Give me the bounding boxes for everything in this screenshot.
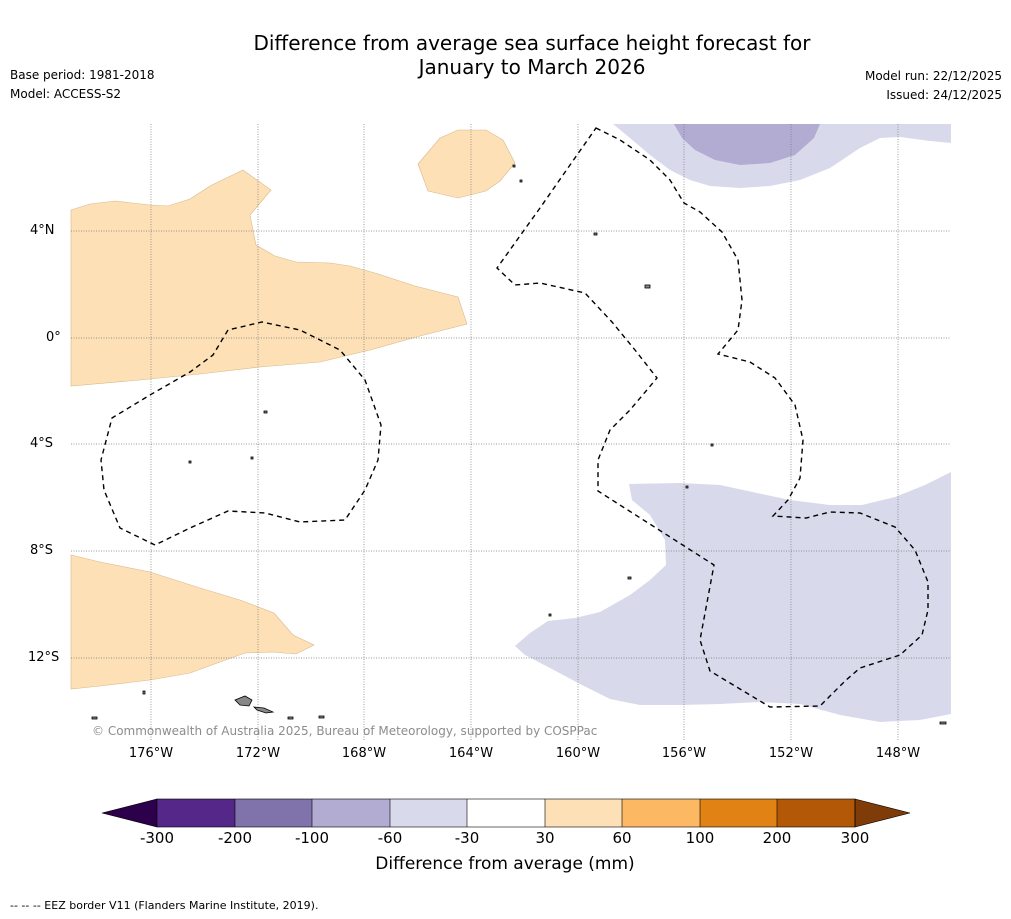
colorbar-tick-label: -300	[139, 829, 175, 847]
longitude-label: 160°W	[555, 746, 601, 761]
island	[91, 716, 98, 720]
colorbar-tick-label: 30	[535, 829, 555, 847]
colorbar-segment	[467, 799, 545, 827]
title-line-2: January to March 2026	[418, 55, 646, 79]
issued-date: Issued: 24/12/2025	[886, 88, 1002, 102]
title-line-1: Difference from average sea surface heig…	[253, 31, 811, 55]
colorbar-extend-low	[101, 798, 158, 828]
base-period: Base period: 1981-2018	[10, 68, 155, 82]
longitude-label: 168°W	[341, 746, 387, 761]
colorbar-segment	[777, 799, 855, 827]
colorbar-segment	[390, 799, 467, 827]
longitude-label: 148°W	[875, 746, 921, 761]
metadata-right: Model run: 22/12/2025 Issued: 24/12/2025	[865, 67, 1002, 105]
island	[710, 443, 714, 447]
island	[685, 485, 689, 489]
latitude-label: 8°S	[30, 543, 54, 558]
colorbar-tick-label: -30	[454, 829, 480, 847]
island	[593, 232, 598, 236]
island	[142, 690, 146, 695]
island	[939, 721, 947, 725]
negative-anomaly-region	[515, 472, 951, 722]
eez-border-tokelau	[100, 321, 382, 546]
colorbar-tick-label: 60	[612, 829, 632, 847]
colorbar-segment	[545, 799, 622, 827]
latitude-label: 4°N	[30, 223, 55, 238]
island	[548, 613, 552, 617]
colorbar-outline	[156, 798, 856, 828]
eez-borders	[100, 127, 929, 708]
island	[287, 716, 294, 720]
island	[263, 410, 268, 414]
longitude-label: 156°W	[661, 746, 707, 761]
colorbar-tick-label: -100	[294, 829, 330, 847]
island	[627, 576, 632, 580]
islands	[91, 164, 947, 725]
colorbar-label: Difference from average (mm)	[375, 854, 635, 874]
island-samoa-east	[252, 706, 275, 714]
longitude-label: 164°W	[448, 746, 494, 761]
colorbar-tick-label: 100	[685, 829, 715, 847]
eez-footnote: -- -- -- EEZ border V11 (Flanders Marine…	[10, 899, 319, 912]
colorbar-tick-label: 200	[762, 829, 792, 847]
colorbar-segment	[622, 799, 700, 827]
colorbar-segment	[700, 799, 777, 827]
colorbar-tick-label: -200	[217, 829, 253, 847]
model-run: Model run: 22/12/2025	[864, 69, 1002, 83]
colorbar-segment	[312, 799, 390, 827]
colorbar-segment	[235, 799, 312, 827]
island	[318, 715, 325, 719]
negative-anomaly-region	[674, 124, 820, 165]
island	[644, 284, 651, 289]
longitude-label: 152°W	[768, 746, 814, 761]
positive-anomaly-region	[417, 129, 516, 199]
latitude-label: 0°	[46, 330, 61, 345]
graticule	[71, 124, 951, 741]
colorbar	[101, 798, 911, 828]
island	[250, 456, 254, 460]
longitude-label: 172°W	[235, 746, 281, 761]
colorbar-tick-label: -60	[377, 829, 403, 847]
island	[188, 460, 192, 464]
positive-anomaly-region	[70, 554, 315, 690]
colorbar-tick-label: 300	[840, 829, 870, 847]
latitude-label: 12°S	[28, 650, 60, 665]
model-name: Model: ACCESS-S2	[10, 87, 122, 101]
anomaly-shading	[70, 124, 951, 722]
colorbar-extend-high	[854, 798, 911, 828]
island-samoa	[234, 695, 253, 707]
island	[519, 179, 523, 183]
copyright-notice: © Commonwealth of Australia 2025, Bureau…	[92, 724, 598, 738]
island	[512, 164, 516, 168]
longitude-label: 176°W	[128, 746, 174, 761]
eez-border-kiribati	[496, 127, 929, 708]
positive-anomaly-region	[70, 169, 468, 387]
map-title: Difference from average sea surface heig…	[200, 31, 864, 79]
metadata-left: Base period: 1981-2018 Model: ACCESS-S2	[10, 66, 155, 104]
latitude-label: 4°S	[30, 436, 54, 451]
colorbar-segment	[157, 799, 235, 827]
